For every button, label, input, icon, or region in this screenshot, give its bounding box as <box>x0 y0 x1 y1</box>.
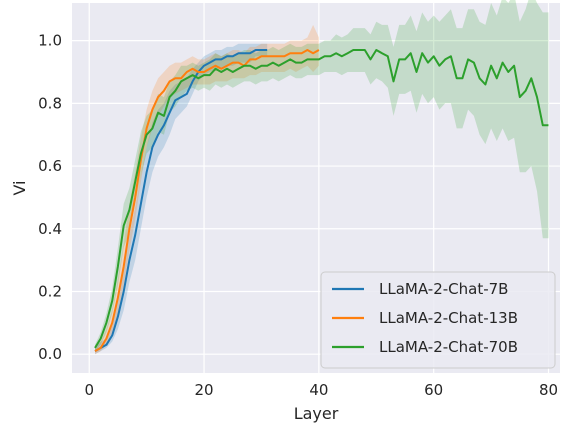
legend-label-1: LLaMA-2-Chat-7B <box>379 280 508 298</box>
y-tick-label: 0.0 <box>38 345 62 363</box>
grid-lines <box>72 3 560 373</box>
y-tick-label: 0.8 <box>38 94 62 112</box>
series-line-1 <box>94 49 268 352</box>
y-tick-label: 1.0 <box>38 32 62 50</box>
legend-label-2: LLaMA-2-Chat-13B <box>379 309 518 327</box>
y-tick-labels: 0.0 0.2 0.4 0.6 0.8 1.0 <box>38 32 62 364</box>
y-tick-label: 0.4 <box>38 220 62 238</box>
x-tick-label: 80 <box>539 381 558 399</box>
confidence-band-2 <box>95 24 319 355</box>
x-tick-label: 20 <box>195 381 214 399</box>
y-tick-label: 0.6 <box>38 157 62 175</box>
x-tick-label: 0 <box>84 381 94 399</box>
series-line-2 <box>94 49 320 352</box>
x-tick-label: 40 <box>309 381 328 399</box>
confidence-band-3 <box>95 0 549 352</box>
y-tick-label: 0.2 <box>38 282 62 300</box>
series-line-3 <box>94 49 549 349</box>
y-axis-label: Vi <box>10 180 29 195</box>
x-tick-label: 60 <box>424 381 443 399</box>
confidence-bands <box>95 0 549 355</box>
legend-label-3: LLaMA-2-Chat-70B <box>379 338 518 356</box>
series-lines <box>94 49 549 352</box>
legend: LLaMA-2-Chat-7B LLaMA-2-Chat-13B LLaMA-2-C… <box>320 271 556 369</box>
x-axis-label: Layer <box>294 404 339 423</box>
legend-frame <box>320 271 556 369</box>
x-tick-labels: 0 20 40 60 80 <box>84 381 558 399</box>
confidence-band-1 <box>95 43 268 355</box>
